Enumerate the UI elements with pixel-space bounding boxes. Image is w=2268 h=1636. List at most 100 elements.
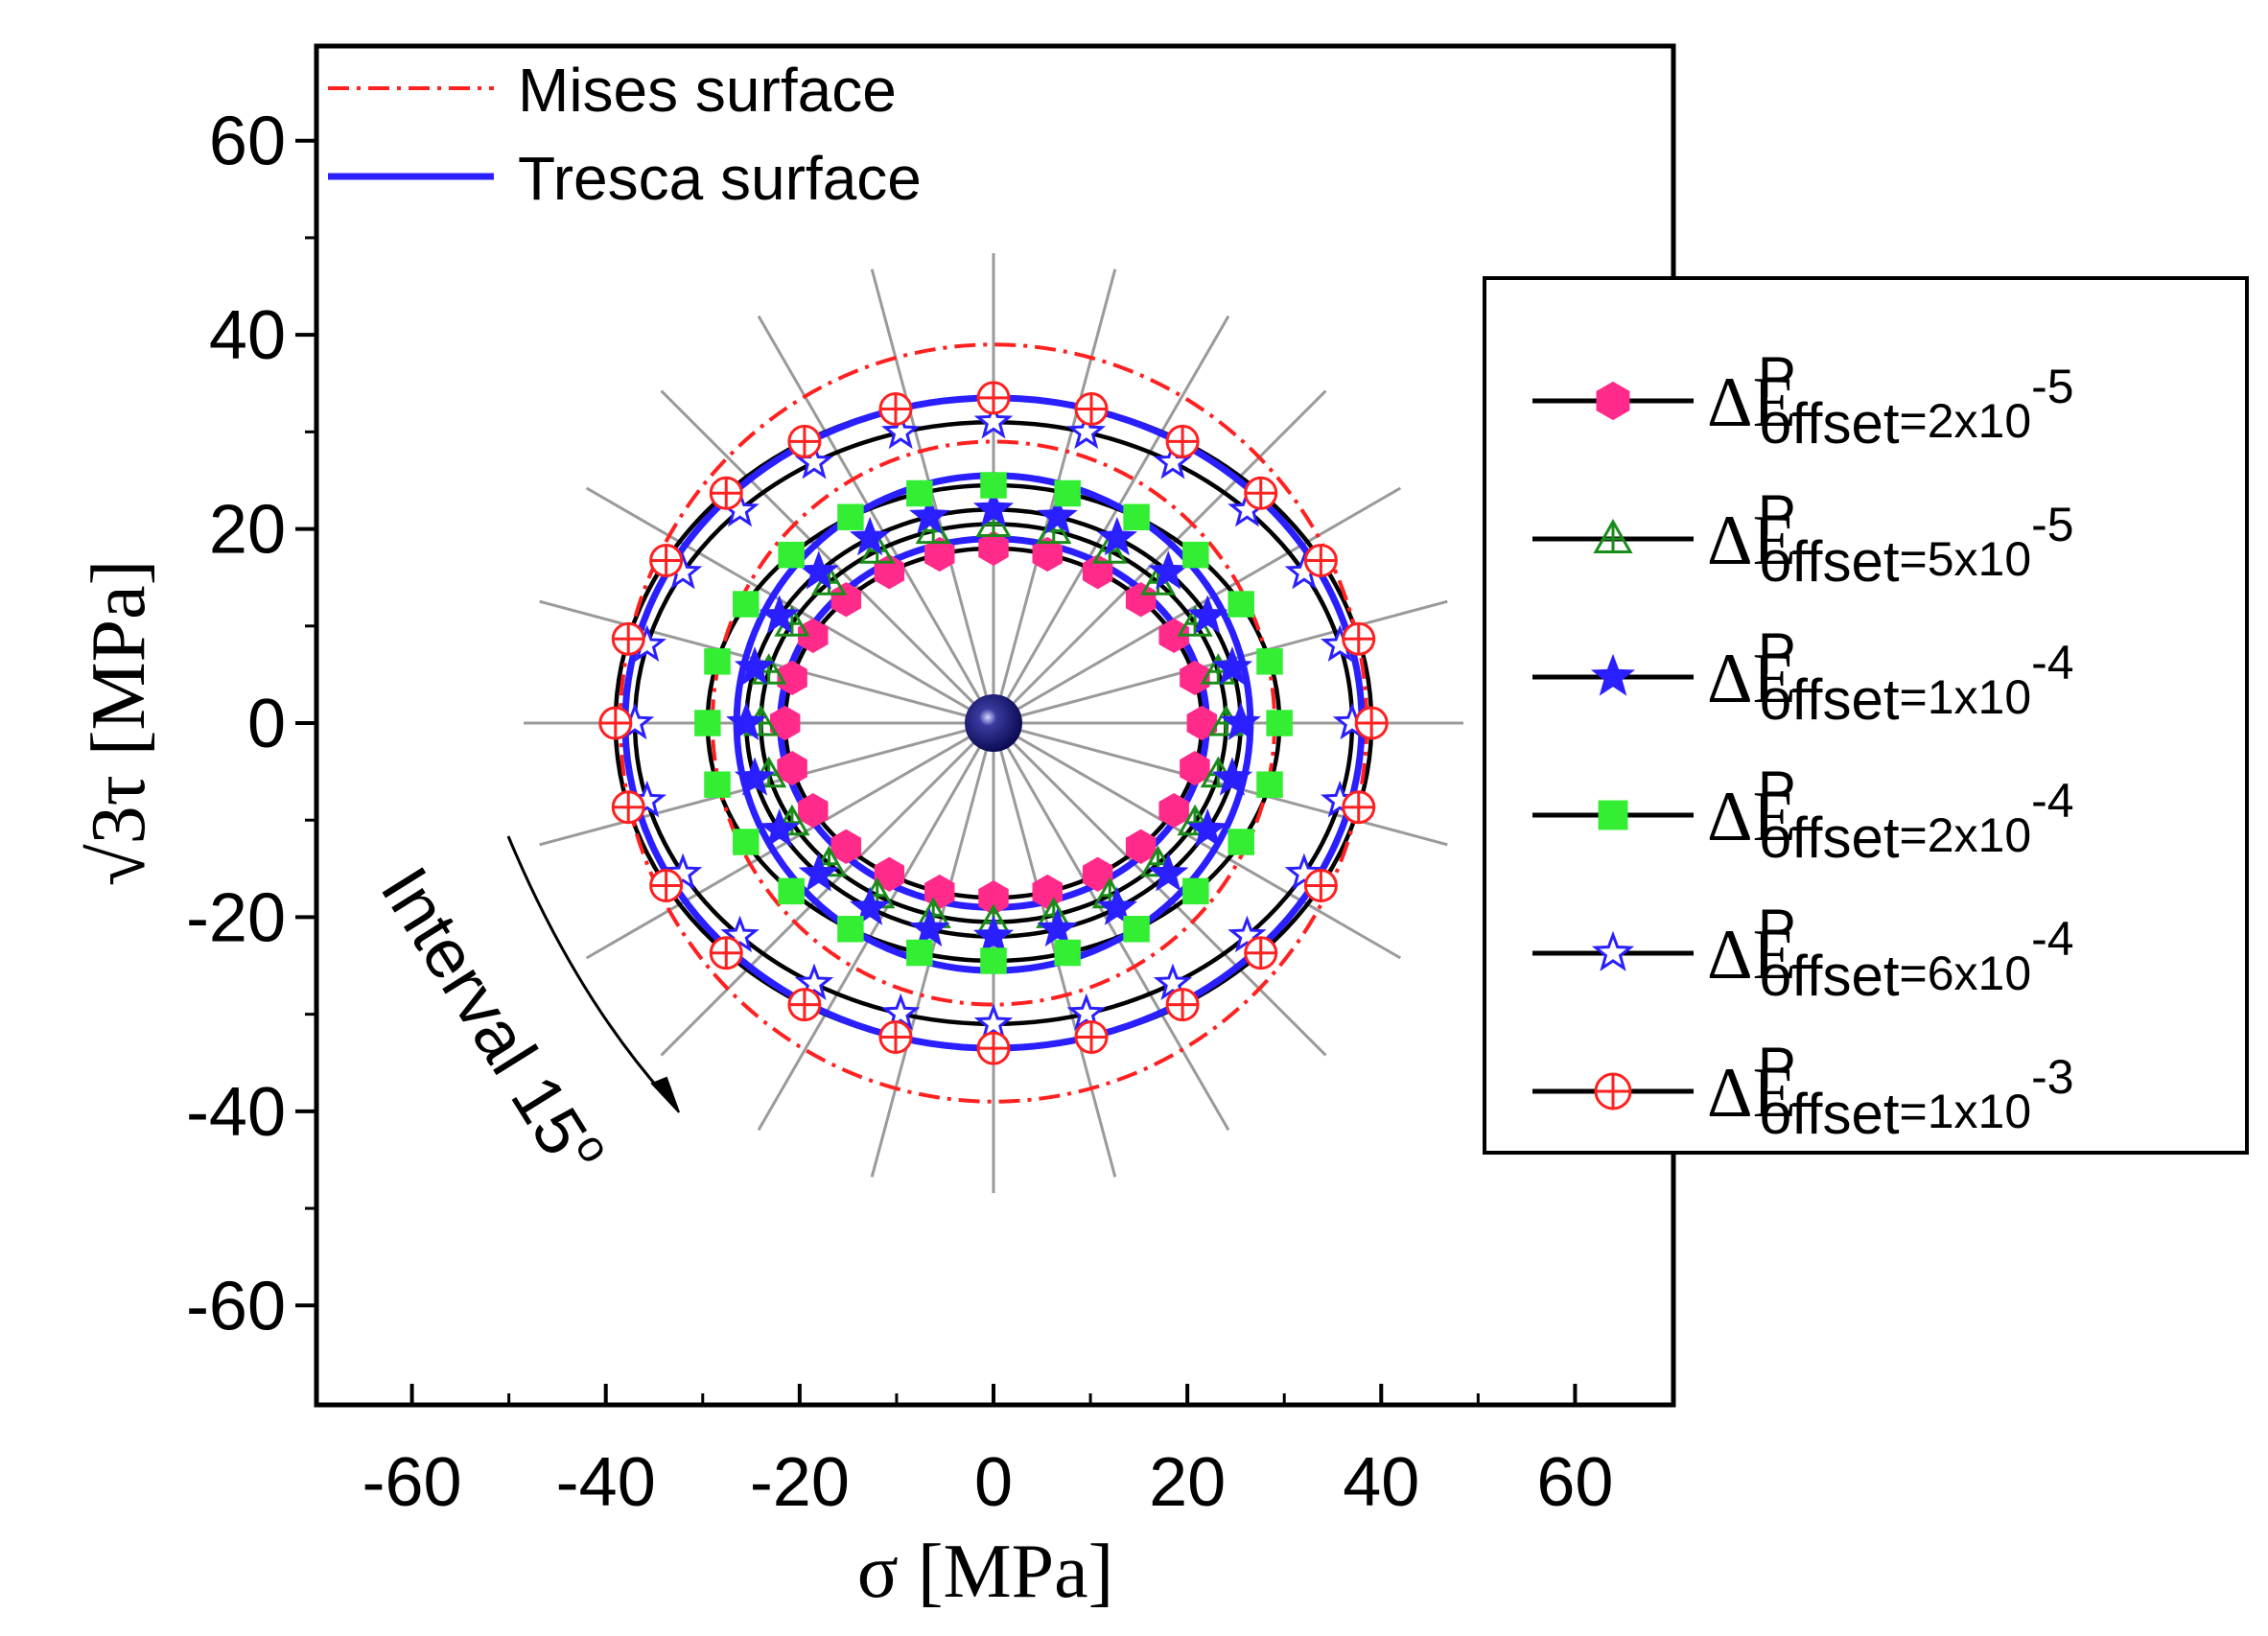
- data-point: [778, 877, 805, 905]
- data-point: [1244, 936, 1278, 970]
- data-point: [598, 706, 633, 740]
- data-point: [837, 916, 864, 943]
- data-point: [1256, 771, 1283, 798]
- data-point: [733, 591, 760, 618]
- data-point: [1182, 877, 1209, 905]
- data-point: [1125, 829, 1157, 864]
- data-point: [1220, 701, 1261, 741]
- data-point: [720, 915, 760, 953]
- data-point: [973, 1003, 1014, 1040]
- x-axis-title: σ [MPa]: [857, 1530, 1114, 1614]
- data-markers: [598, 381, 1389, 1065]
- data-point: [1054, 939, 1081, 967]
- interval-label: Interval 15o: [365, 851, 620, 1189]
- data-point: [1182, 541, 1209, 569]
- data-point: [774, 804, 810, 836]
- interval-annotation: Interval 15o: [365, 835, 680, 1189]
- data-point: [1177, 804, 1213, 836]
- interval-arrow-line: [506, 835, 673, 1105]
- legend-marker: [1590, 653, 1636, 696]
- radial-line: [585, 486, 994, 725]
- data-point: [909, 907, 950, 947]
- y-tick-label: 40: [209, 297, 286, 374]
- radial-line: [870, 722, 995, 1178]
- axis-ticks: -60 -40 -20 0 20 40 60 -60 -40 -20 0 20 40 60: [186, 104, 1614, 1521]
- data-point: [878, 391, 913, 426]
- data-point: [1125, 582, 1157, 618]
- data-point: [704, 771, 731, 798]
- data-point: [972, 488, 1015, 527]
- data-point: [1074, 391, 1109, 426]
- data-point: [1153, 963, 1193, 1000]
- y-tick-label: -20: [186, 879, 286, 956]
- data-point: [649, 543, 684, 577]
- x-tick-label: 40: [1343, 1444, 1419, 1521]
- y-axis-title: √3τ [MPa]: [77, 560, 161, 886]
- x-tick-label: -60: [362, 1444, 462, 1521]
- radial-line: [992, 269, 1117, 724]
- legend-label: Tresca surface: [518, 144, 922, 213]
- radial-line: [993, 721, 1448, 847]
- data-point: [1123, 503, 1150, 530]
- data-point: [1342, 621, 1376, 656]
- data-point: [1096, 516, 1138, 556]
- data-point: [1186, 705, 1218, 741]
- data-point: [1165, 424, 1200, 458]
- data-point: [1032, 874, 1063, 910]
- radial-line: [992, 315, 1230, 724]
- x-tick-label: 60: [1536, 1444, 1613, 1521]
- radial-line: [757, 722, 995, 1132]
- data-point: [878, 1020, 913, 1055]
- data-point: [794, 963, 834, 1000]
- data-point: [1180, 750, 1210, 786]
- radial-line: [993, 486, 1402, 725]
- data-point: [830, 829, 862, 864]
- data-point: [973, 401, 1014, 439]
- data-point: [694, 710, 721, 736]
- data-point: [1148, 853, 1189, 892]
- y-tick-label: 20: [209, 492, 286, 569]
- data-point: [1032, 536, 1063, 573]
- data-point: [880, 993, 921, 1031]
- data-point: [1037, 907, 1078, 947]
- data-point: [1096, 886, 1138, 925]
- data-point: [663, 853, 703, 891]
- legend-marker: [1591, 930, 1635, 971]
- y-tick-label: -60: [186, 1268, 286, 1344]
- legend-series: ΔEP offset=2x10-5 ΔEP offset=5x10-5 ΔEP offse…: [1483, 276, 2249, 1155]
- radial-line: [870, 269, 995, 724]
- radial-line: [992, 722, 1230, 1132]
- series-markers: [694, 472, 1293, 974]
- data-point: [1187, 595, 1228, 634]
- data-point: [798, 792, 829, 829]
- legend-marker: [1598, 800, 1628, 830]
- data-point: [976, 381, 1011, 415]
- data-point: [1303, 869, 1338, 903]
- legend-marker: [1594, 1072, 1632, 1110]
- data-point: [1082, 856, 1113, 892]
- radial-line: [992, 389, 1327, 725]
- data-point: [709, 476, 743, 510]
- legend-frame: [1483, 276, 2249, 1155]
- data-point: [759, 595, 800, 634]
- data-point: [1187, 808, 1228, 848]
- data-point: [1244, 476, 1278, 510]
- data-point: [1354, 706, 1389, 740]
- data-point: [759, 808, 800, 848]
- radial-line: [539, 721, 994, 847]
- data-point: [1256, 648, 1283, 675]
- data-point: [1165, 988, 1200, 1022]
- data-point: [924, 536, 955, 573]
- data-point: [733, 829, 760, 855]
- data-point: [1211, 646, 1253, 686]
- interval-arrow-head: [650, 1076, 680, 1113]
- center-point: [965, 694, 1022, 752]
- data-point: [906, 939, 933, 967]
- data-point: [778, 541, 805, 569]
- legend-label: ΔEP offset=1x10-4: [1707, 621, 2074, 732]
- data-point: [1074, 1020, 1109, 1055]
- data-point: [980, 947, 1007, 974]
- y-tick-label: 0: [247, 686, 286, 762]
- data-point: [704, 648, 731, 675]
